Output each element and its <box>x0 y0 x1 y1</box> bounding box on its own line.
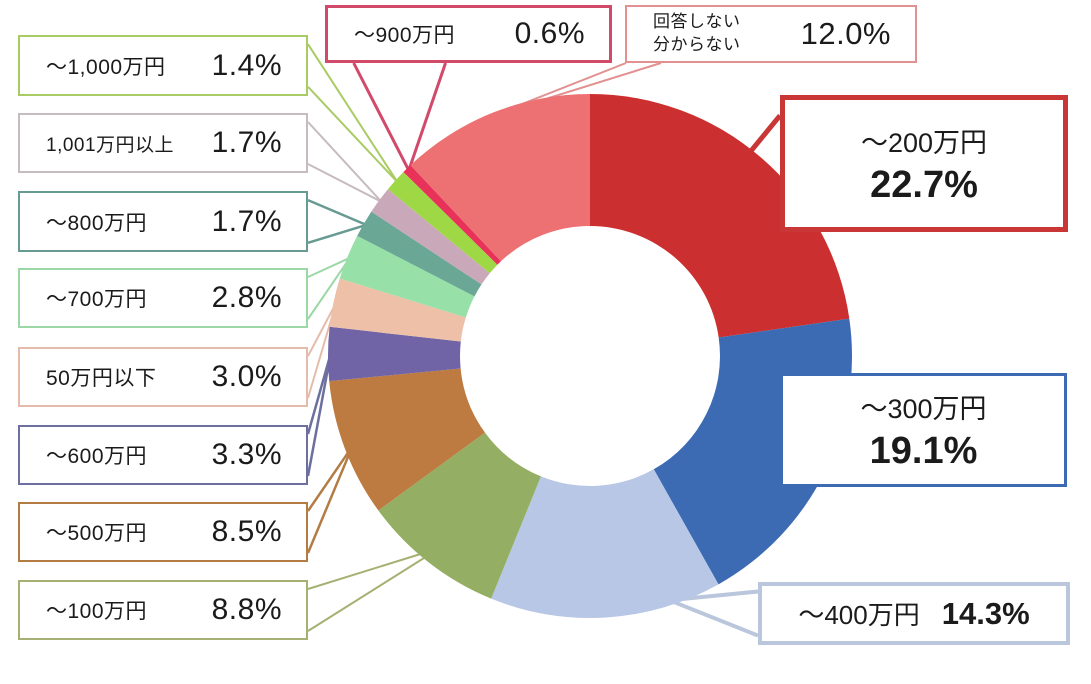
callout-percent: 12.0% <box>800 16 891 51</box>
callout-upto-700man: ～700万円 2.8% <box>18 268 308 328</box>
callout-percent: 3.3% <box>211 438 282 471</box>
callout-upto-500man: ～500万円 8.5% <box>18 502 308 562</box>
leader-upto-100man-a <box>307 547 441 590</box>
slice-upto-1000man <box>387 172 498 274</box>
leader-upto-900man-a <box>352 62 411 172</box>
callout-percent: 1.4% <box>211 48 282 82</box>
leader-upto-700man-a <box>307 256 351 278</box>
leader-upto-600man-a <box>306 353 332 435</box>
leader-upto-500man-a <box>306 445 354 512</box>
leader-upto-600man-b <box>306 353 332 477</box>
leader-over-1001man-b <box>307 163 382 203</box>
slice-upto-200man <box>590 94 850 338</box>
leader-upto-100man-b <box>307 547 441 632</box>
callout-percent: 0.6% <box>514 17 585 50</box>
leader-upto-400man-b <box>668 598 759 638</box>
callout-label: ～200万円 <box>860 127 988 158</box>
callout-percent: 8.5% <box>211 515 282 548</box>
leader-upto-700man-b <box>307 257 351 320</box>
slice-upto-800man <box>357 211 482 297</box>
leader-under-50man-a <box>307 302 337 357</box>
leader-upto-1000man-b <box>307 86 399 183</box>
callout-upto-100man: ～100万円 8.8% <box>18 580 308 640</box>
callout-percent: 8.8% <box>211 593 282 626</box>
callout-percent: 3.0% <box>211 360 282 393</box>
callout-upto-200man: ～200万円 22.7% <box>780 95 1068 232</box>
leader-upto-900man-b <box>407 62 447 171</box>
callout-label: 回答しない 分からない <box>653 12 741 54</box>
callout-over-1001man: 1,001万円以上 1.7% <box>18 113 308 173</box>
slice-upto-900man <box>403 165 501 265</box>
callout-label: ～700万円 <box>46 288 148 311</box>
callout-percent: 1.7% <box>211 126 282 159</box>
callout-percent: 14.3% <box>941 595 1030 631</box>
slice-upto-500man <box>329 368 485 511</box>
callout-percent: 19.1% <box>869 430 978 472</box>
callout-label: ～800万円 <box>46 211 148 235</box>
slice-under-50man <box>329 278 466 342</box>
slice-upto-600man <box>327 326 461 382</box>
callout-upto-600man: ～600万円 3.3% <box>18 425 308 485</box>
callout-under-50man: 50万円以下 3.0% <box>18 347 308 407</box>
callout-label: ～300万円 <box>860 394 987 424</box>
callout-upto-1000man: ～1,000万円 1.4% <box>18 35 308 96</box>
leader-upto-1000man-a <box>307 43 399 183</box>
slice-upto-700man <box>339 235 475 318</box>
donut-slices <box>327 94 852 618</box>
callout-upto-900man: ～900万円 0.6% <box>325 5 612 63</box>
callout-label: ～500万円 <box>46 522 148 545</box>
slice-upto-400man <box>491 469 719 618</box>
callout-label: ～1,000万円 <box>46 55 166 79</box>
leader-upto-800man-b <box>307 223 367 245</box>
leader-upto-500man-b <box>306 445 354 554</box>
callout-percent: 22.7% <box>870 163 978 206</box>
callout-upto-800man: ～800万円 1.7% <box>18 191 308 252</box>
callout-label: ～900万円 <box>354 24 456 47</box>
slice-upto-100man <box>378 432 541 599</box>
slice-no-answer <box>410 94 590 262</box>
callout-label: 1,001万円以上 <box>46 134 175 156</box>
callout-percent: 1.7% <box>211 204 282 238</box>
slice-over-1001man <box>371 189 490 285</box>
callout-upto-300man: ～300万円 19.1% <box>780 373 1067 487</box>
leader-over-1001man-a <box>307 121 383 203</box>
callout-label: ～600万円 <box>46 445 148 468</box>
callout-percent: 2.8% <box>211 281 282 314</box>
callout-upto-400man: ～400万円 14.3% <box>758 582 1070 645</box>
callout-label: 50万円以下 <box>46 367 157 390</box>
callout-no-answer: 回答しない 分からない 12.0% <box>625 5 917 63</box>
leader-upto-800man-a <box>307 198 367 227</box>
callout-label: ～100万円 <box>46 600 148 623</box>
callout-label: ～400万円 <box>798 600 920 630</box>
